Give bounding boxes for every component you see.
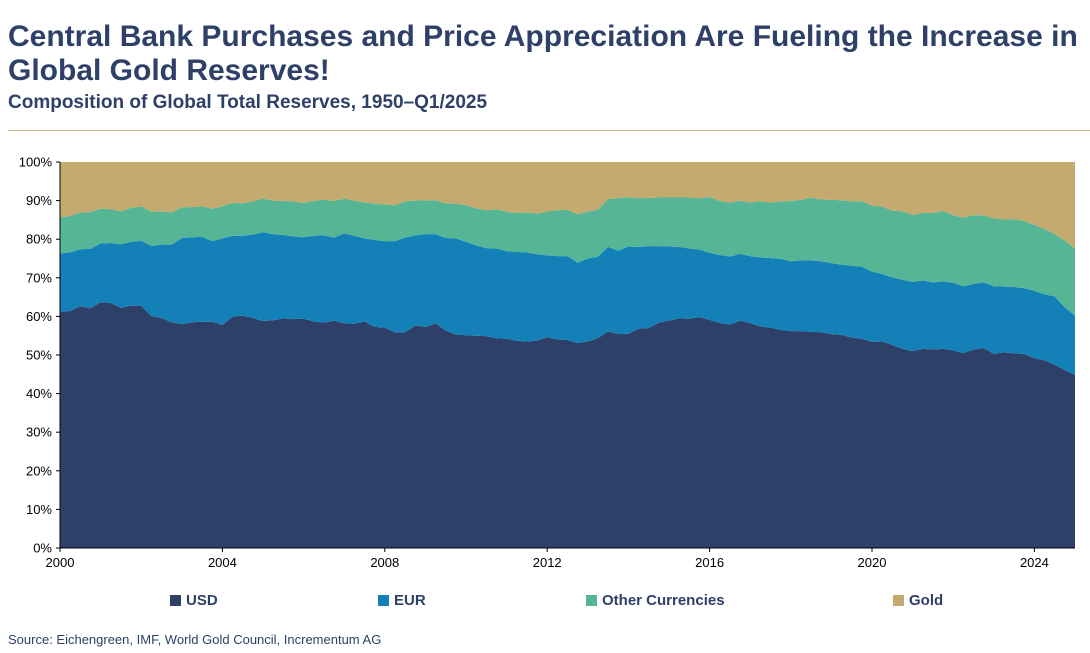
source-note: Source: Eichengreen, IMF, World Gold Cou…	[8, 632, 382, 647]
legend-label-usd: USD	[186, 592, 218, 609]
y-tick-label: 20%	[26, 463, 52, 478]
y-tick-label: 30%	[26, 425, 52, 440]
area-other-currencies	[60, 197, 1075, 316]
area-gold	[60, 162, 1075, 249]
legend-other: Other Currencies	[586, 592, 725, 609]
title-divider	[8, 130, 1090, 131]
legend-swatch-gold	[893, 595, 904, 606]
legend-label-other: Other Currencies	[602, 592, 725, 609]
area-series-group	[60, 162, 1075, 548]
y-tick-label: 70%	[26, 270, 52, 285]
legend-label-eur: EUR	[394, 592, 426, 609]
y-tick-label: 80%	[26, 232, 52, 247]
y-tick-label: 90%	[26, 193, 52, 208]
x-tick-label: 2012	[533, 555, 562, 570]
legend-swatch-other	[586, 595, 597, 606]
y-tick-label: 40%	[26, 386, 52, 401]
legend-label-gold: Gold	[909, 592, 944, 609]
y-tick-label: 0%	[33, 541, 52, 556]
area-usd	[60, 302, 1075, 548]
chart-axes: 0% 10% 20% 30% 40% 50% 60% 70% 80% 90% 100% 2000 200…	[19, 155, 1075, 570]
chart-title: Central Bank Purchases and Price Appreci…	[8, 20, 1078, 87]
y-tick-label: 100%	[19, 155, 53, 170]
y-tick-label: 50%	[26, 348, 52, 363]
x-tick-label: 2016	[695, 555, 724, 570]
y-tick-label: 60%	[26, 309, 52, 324]
chart-subtitle: Composition of Global Total Reserves, 19…	[8, 92, 488, 113]
x-tick-label: 2020	[858, 555, 887, 570]
legend-gold: Gold	[893, 592, 943, 609]
x-tick-label: 2008	[370, 555, 399, 570]
legend-eur: EUR	[378, 592, 426, 609]
area-eur	[60, 232, 1075, 376]
legend-swatch-eur	[378, 595, 389, 606]
x-tick-label: 2000	[46, 555, 75, 570]
x-tick-label: 2024	[1020, 555, 1049, 570]
y-tick-label: 10%	[26, 502, 52, 517]
stacked-area-chart: 0% 10% 20% 30% 40% 50% 60% 70% 80% 90% 100% 2000 200…	[19, 155, 1075, 570]
legend-swatch-usd	[170, 595, 181, 606]
legend-usd: USD	[170, 592, 218, 609]
x-tick-label: 2004	[208, 555, 237, 570]
